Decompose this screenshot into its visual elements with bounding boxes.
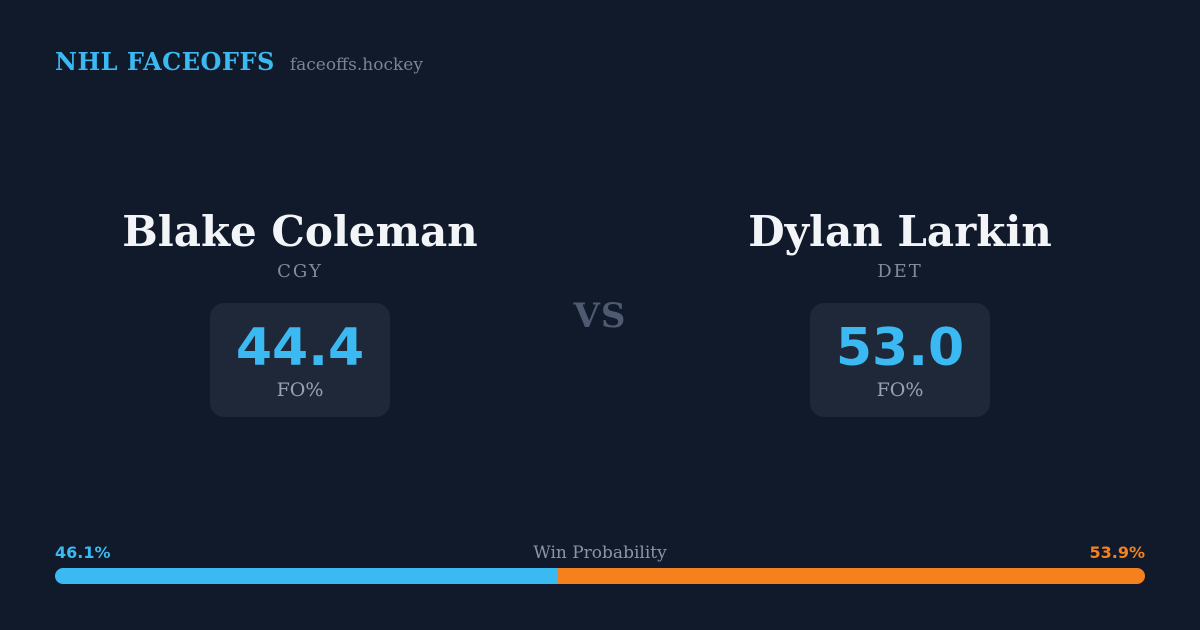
win-probability-bar <box>55 568 1145 584</box>
win-probability-title: Win Probability <box>533 543 667 563</box>
player-name: Dylan Larkin <box>748 207 1052 256</box>
faceoff-percentage-label: FO% <box>276 378 324 401</box>
player-team: DET <box>877 261 923 282</box>
stat-card: 44.4 FO% <box>210 303 390 417</box>
faceoff-percentage-value: 53.0 <box>835 317 965 378</box>
win-probability-bar-right-segment <box>557 568 1145 584</box>
player-card-right: Dylan Larkin DET 53.0 FO% <box>600 208 1200 417</box>
win-probability-labels: 46.1% Win Probability 53.9% <box>55 543 1145 563</box>
player-name: Blake Coleman <box>122 207 478 256</box>
player-card-left: Blake Coleman CGY 44.4 FO% <box>0 208 600 417</box>
stat-card: 53.0 FO% <box>810 303 990 417</box>
header: NHL FACEOFFS faceoffs.hockey <box>55 47 423 76</box>
brand-title: NHL FACEOFFS <box>55 47 275 76</box>
player-team: CGY <box>277 261 323 282</box>
vs-label: VS <box>573 296 627 336</box>
win-probability-left-value: 46.1% <box>55 543 111 562</box>
faceoff-percentage-value: 44.4 <box>235 317 365 378</box>
win-probability-bar-left-segment <box>55 568 558 584</box>
win-probability-right-value: 53.9% <box>1089 543 1145 562</box>
faceoff-percentage-label: FO% <box>876 378 924 401</box>
site-domain: faceoffs.hockey <box>289 55 423 75</box>
